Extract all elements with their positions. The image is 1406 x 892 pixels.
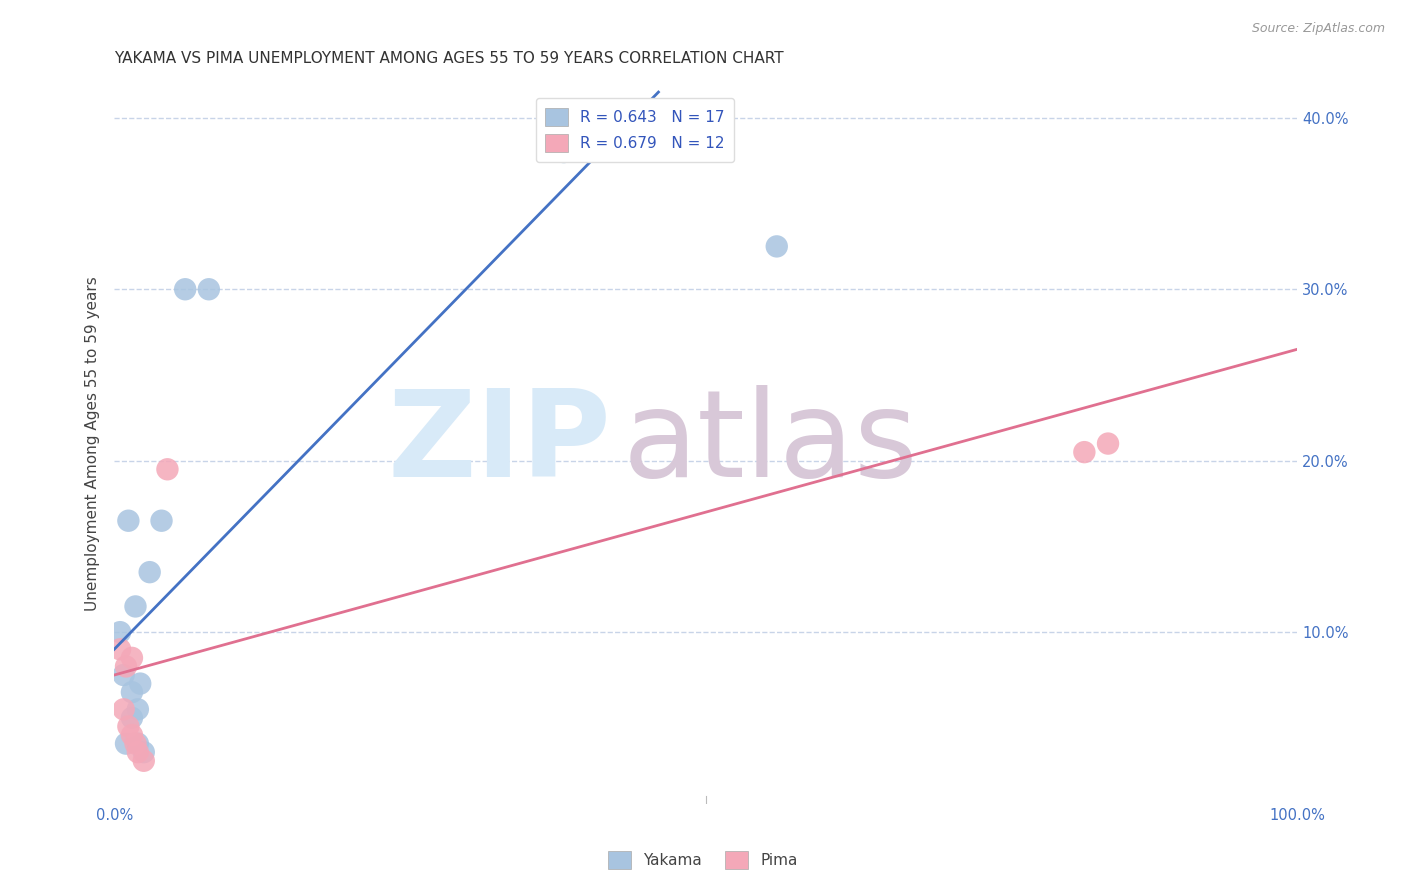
Point xyxy=(1073,445,1095,459)
Legend: Yakama, Pima: Yakama, Pima xyxy=(602,845,804,875)
Text: YAKAMA VS PIMA UNEMPLOYMENT AMONG AGES 55 TO 59 YEARS CORRELATION CHART: YAKAMA VS PIMA UNEMPLOYMENT AMONG AGES 5… xyxy=(114,51,783,66)
Point xyxy=(174,282,197,296)
Point xyxy=(121,728,143,742)
Point xyxy=(553,145,575,160)
Point xyxy=(115,737,138,751)
Point xyxy=(150,514,173,528)
Point xyxy=(1097,436,1119,450)
Point xyxy=(124,599,146,614)
Point xyxy=(117,514,139,528)
Y-axis label: Unemployment Among Ages 55 to 59 years: Unemployment Among Ages 55 to 59 years xyxy=(86,277,100,611)
Text: ZIP: ZIP xyxy=(388,385,612,502)
Point xyxy=(138,565,160,579)
Point xyxy=(108,625,131,640)
Point xyxy=(127,737,149,751)
Point xyxy=(765,239,787,253)
Point xyxy=(129,676,152,690)
Point xyxy=(112,668,135,682)
Point xyxy=(115,659,138,673)
Point xyxy=(121,685,143,699)
Point xyxy=(132,745,155,759)
Point xyxy=(124,737,146,751)
Point xyxy=(127,745,149,759)
Point xyxy=(198,282,221,296)
Text: atlas: atlas xyxy=(623,385,918,502)
Point xyxy=(121,651,143,665)
Point xyxy=(108,642,131,657)
Point xyxy=(112,702,135,716)
Text: Source: ZipAtlas.com: Source: ZipAtlas.com xyxy=(1251,22,1385,36)
Point xyxy=(117,719,139,733)
Point xyxy=(156,462,179,476)
Point xyxy=(127,702,149,716)
Point xyxy=(121,711,143,725)
Legend: R = 0.643   N = 17, R = 0.679   N = 12: R = 0.643 N = 17, R = 0.679 N = 12 xyxy=(536,98,734,161)
Point xyxy=(132,754,155,768)
